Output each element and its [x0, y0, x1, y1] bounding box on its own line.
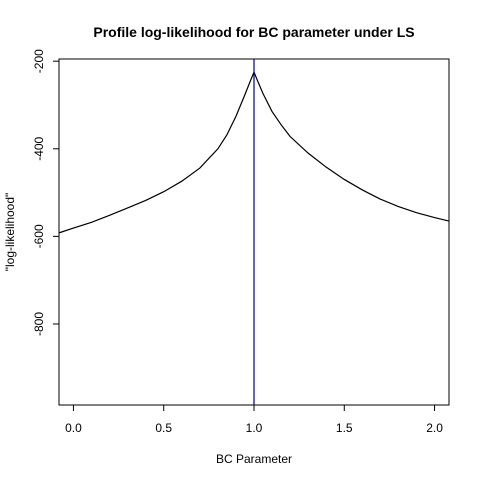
y-tick-label: -200 — [32, 49, 46, 73]
x-tick-label: 0.0 — [65, 421, 82, 435]
chart-title: Profile log-likelihood for BC parameter … — [93, 24, 414, 40]
y-axis: -200 -400 -600 -800 — [32, 49, 59, 336]
x-tick-label: 2.0 — [426, 421, 443, 435]
x-tick-label: 1.0 — [246, 421, 263, 435]
y-tick-label: -800 — [32, 312, 46, 336]
y-tick-label: -600 — [32, 224, 46, 248]
x-tick-label: 1.5 — [336, 421, 353, 435]
y-axis-label: "log-likelihood" — [3, 193, 17, 272]
x-tick-label: 0.5 — [155, 421, 172, 435]
x-axis-label: BC Parameter — [216, 452, 292, 466]
x-axis: 0.0 0.5 1.0 1.5 2.0 — [65, 405, 443, 435]
y-tick-label: -400 — [32, 136, 46, 160]
plot-area — [58, 59, 450, 405]
